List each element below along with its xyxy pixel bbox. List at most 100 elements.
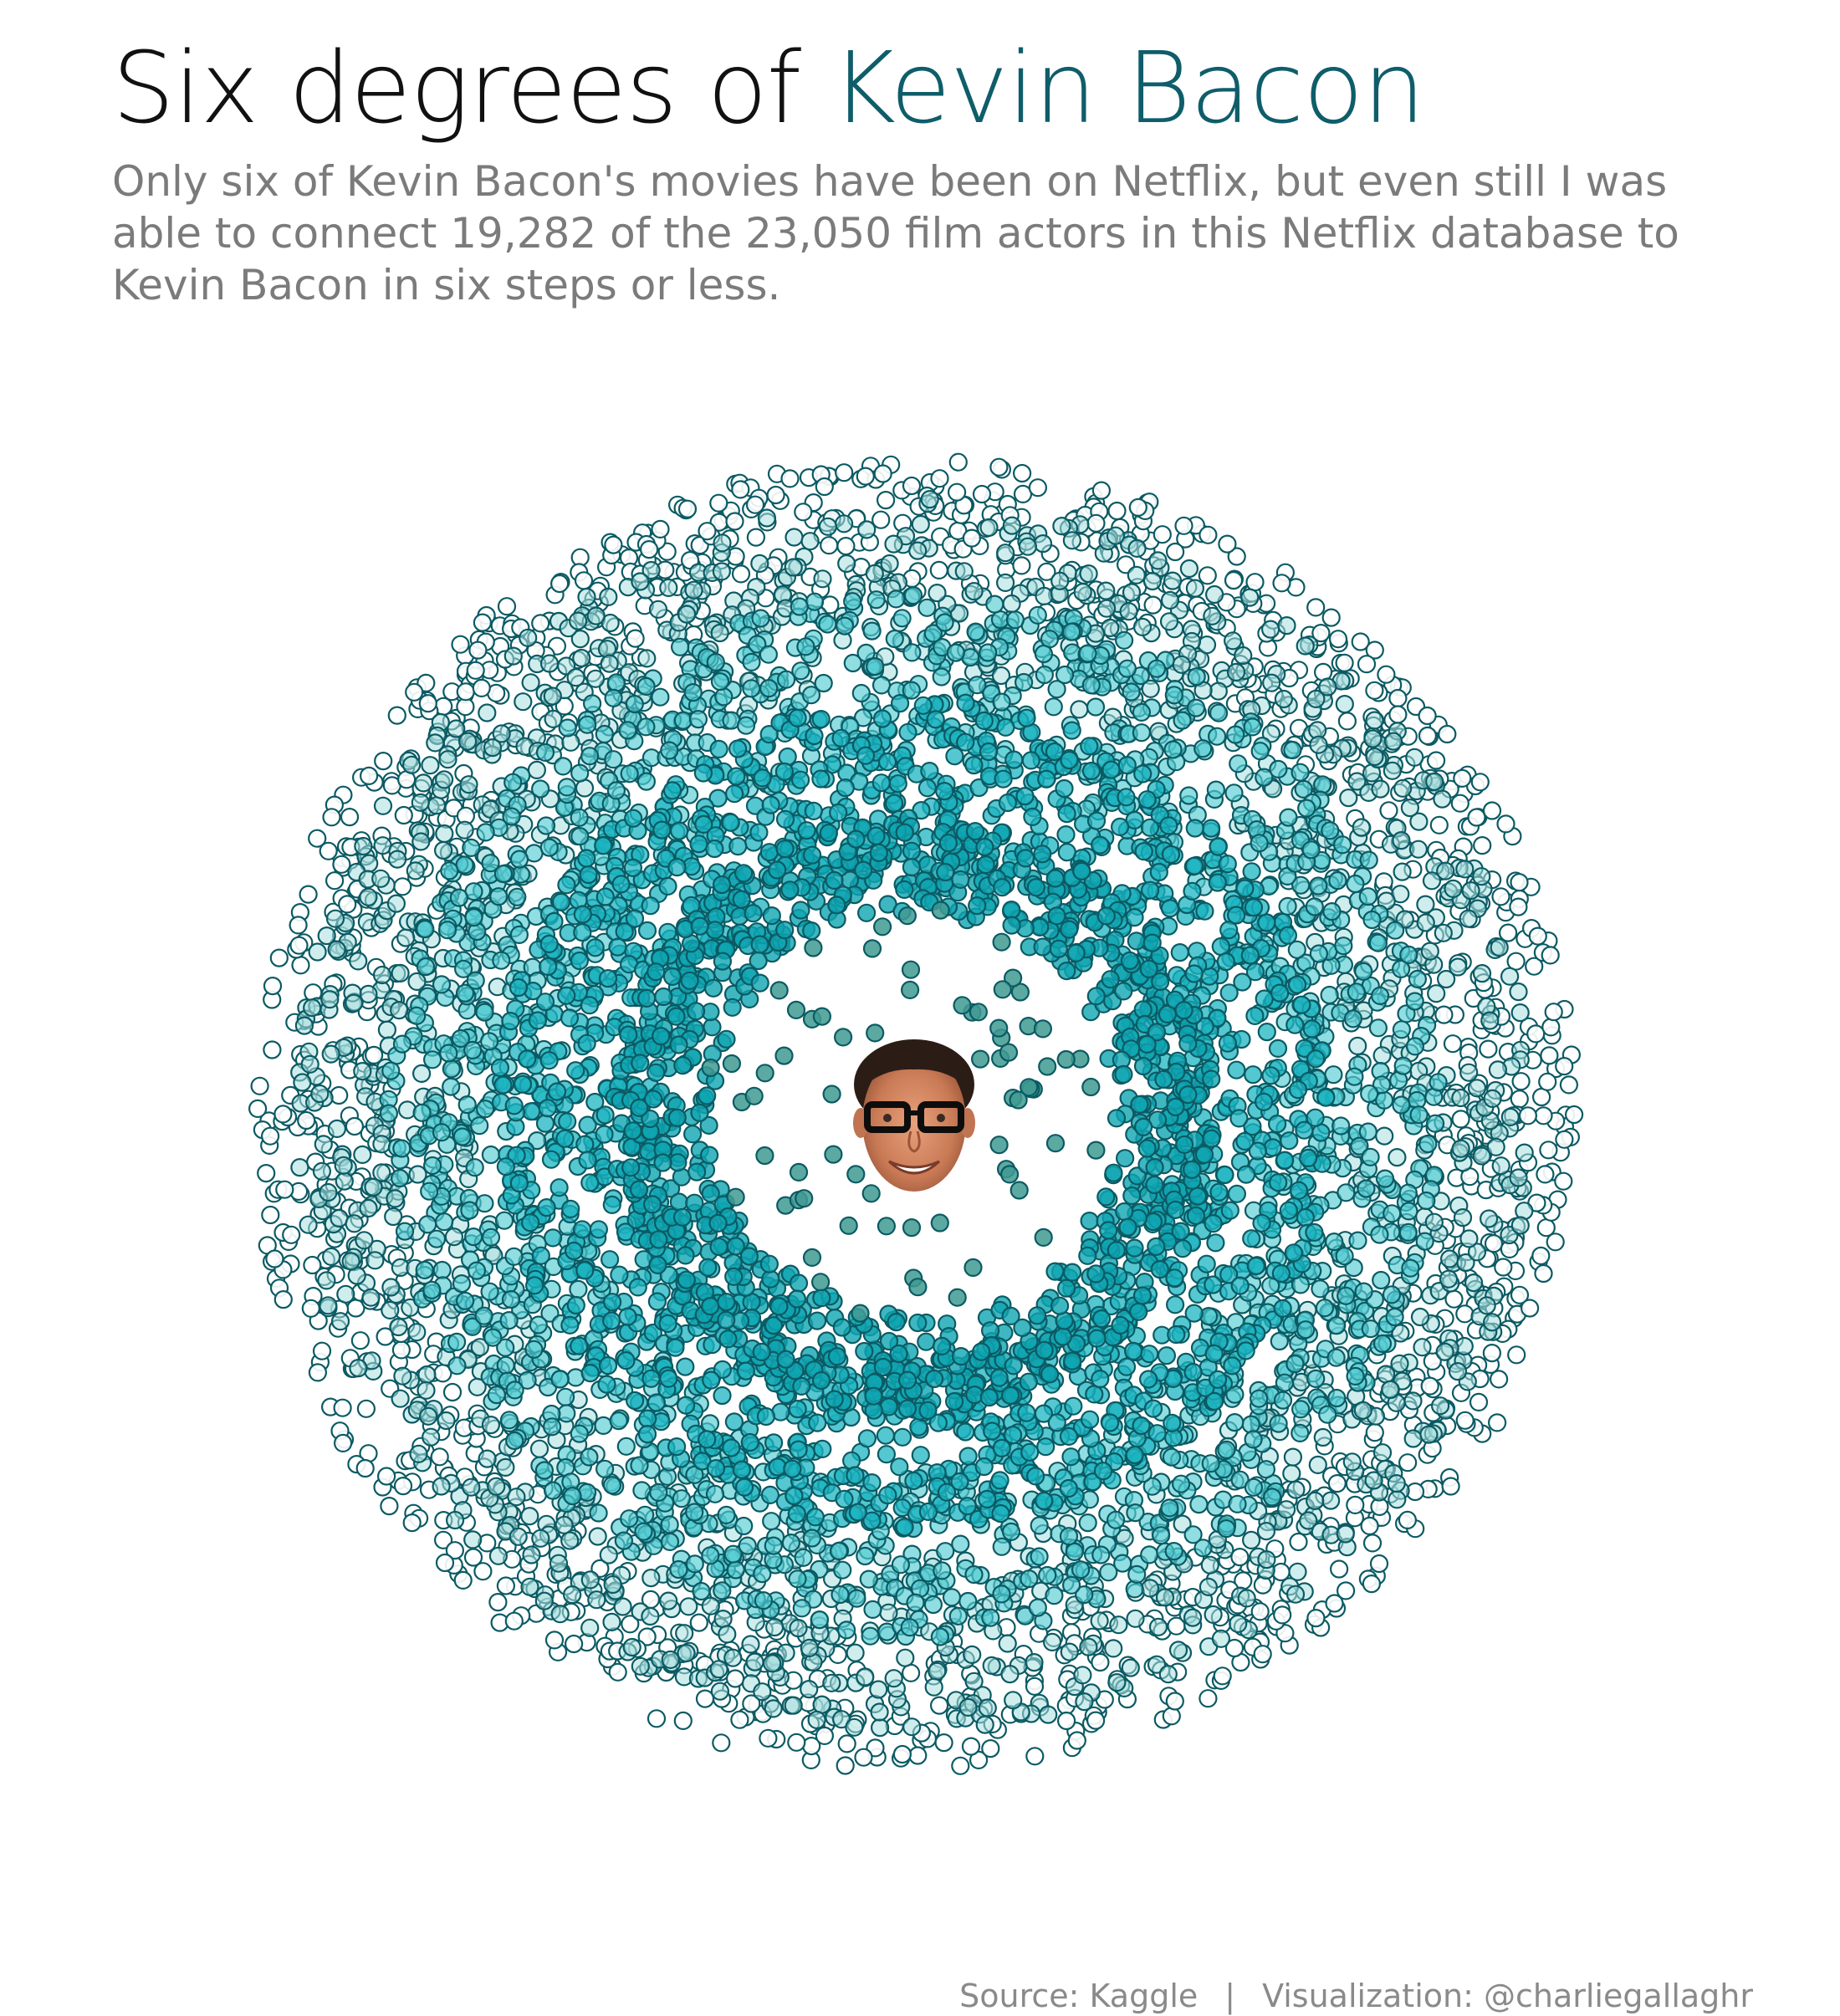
actor-dot-degree-5 — [1140, 1579, 1160, 1598]
actor-dot-degree-5 — [1282, 1464, 1301, 1483]
actor-dot-degree-4 — [489, 887, 509, 906]
actor-dot-degree-4 — [1370, 986, 1390, 1006]
actor-dot-degree-4 — [1030, 1516, 1049, 1535]
actor-dot-degree-5 — [641, 1606, 660, 1626]
actor-dot-degree-5 — [661, 1650, 680, 1670]
actor-dot-degree-3 — [1081, 761, 1101, 781]
actor-dot-degree-5 — [341, 1252, 360, 1271]
actor-dot-degree-6 — [902, 476, 922, 496]
actor-dot-degree-4 — [1061, 1575, 1081, 1595]
actor-dot-degree-4 — [558, 718, 577, 737]
actor-dot-degree-4 — [487, 1385, 506, 1405]
actor-dot-degree-5 — [908, 541, 928, 560]
actor-dot-degree-4 — [964, 1564, 984, 1585]
actor-dot-degree-5 — [709, 1660, 728, 1679]
actor-dot-degree-4 — [501, 1289, 521, 1309]
actor-dot-degree-4 — [1122, 682, 1141, 702]
actor-dot-degree-6 — [1388, 688, 1408, 708]
actor-dot-degree-5 — [1509, 1168, 1528, 1187]
actor-dot-degree-4 — [464, 908, 483, 927]
actor-dot-degree-5 — [438, 750, 457, 769]
actor-dot-degree-5 — [1313, 1427, 1332, 1447]
actor-dot-degree-5 — [1132, 617, 1153, 636]
actor-dot-degree-5 — [1306, 689, 1326, 708]
actor-dot-degree-6 — [1165, 1692, 1184, 1711]
actor-dot-degree-4 — [1106, 1510, 1126, 1529]
actor-dot-degree-4 — [1401, 1258, 1420, 1278]
actor-dot-degree-5 — [1365, 747, 1384, 767]
actor-dot-degree-5 — [1416, 895, 1435, 914]
actor-dot-degree-6 — [1564, 1105, 1584, 1125]
actor-dot-degree-4 — [796, 637, 815, 656]
actor-dot-degree-4 — [505, 1381, 524, 1400]
actor-dot-degree-5 — [1348, 1036, 1367, 1056]
actor-dot-degree-4 — [509, 850, 529, 869]
actor-dot-degree-6 — [463, 1548, 483, 1567]
actor-dot-degree-5 — [478, 1449, 497, 1468]
actor-dot-degree-6 — [308, 1363, 327, 1382]
actor-dot-degree-5 — [684, 580, 703, 600]
actor-dot-degree-5 — [998, 1634, 1017, 1653]
actor-dot-degree-5 — [353, 1145, 372, 1165]
actor-dot-degree-4 — [1324, 1065, 1343, 1085]
actor-dot-degree-5 — [1430, 1396, 1450, 1416]
actor-dot-degree-4 — [1311, 1279, 1330, 1299]
actor-dot-degree-4 — [1382, 1285, 1402, 1304]
actor-dot-degree-4 — [1358, 1122, 1377, 1141]
actor-dot-degree-4 — [1398, 1222, 1418, 1242]
actor-dot-degree-3 — [490, 1058, 510, 1078]
actor-dot-degree-6 — [442, 1382, 463, 1402]
actor-dot-degree-5 — [1420, 942, 1439, 961]
actor-dot-degree-5 — [372, 965, 392, 985]
actor-dot-degree-4 — [1361, 1319, 1380, 1339]
actor-dot-degree-4 — [685, 1503, 704, 1522]
actor-dot-degree-4 — [1297, 799, 1316, 818]
actor-dot-degree-6 — [856, 467, 875, 486]
actor-dot-degree-4 — [948, 1606, 968, 1626]
actor-dot-degree-5 — [1403, 1391, 1423, 1411]
actor-dot-degree-5 — [1079, 1637, 1098, 1656]
actor-dot-degree-5 — [880, 554, 899, 574]
actor-dot-degree-5 — [631, 572, 650, 591]
actor-dot-degree-4 — [1392, 1020, 1412, 1039]
actor-dot-degree-4 — [1163, 740, 1183, 759]
actor-dot-degree-6 — [544, 1631, 565, 1650]
actor-dot-degree-4 — [792, 1599, 811, 1618]
actor-dot-degree-4 — [1183, 1525, 1203, 1544]
actor-dot-degree-6 — [250, 1076, 269, 1095]
actor-dot-degree-4 — [554, 757, 573, 776]
actor-dot-degree-5 — [1033, 534, 1053, 554]
actor-dot-degree-4 — [1226, 725, 1245, 744]
actor-dot-degree-6 — [1365, 1423, 1384, 1442]
actor-dot-degree-3 — [996, 717, 1015, 737]
actor-dot-degree-5 — [750, 554, 769, 573]
actor-dot-degree-4 — [1250, 742, 1270, 761]
actor-dot-degree-4 — [606, 673, 626, 692]
actor-dot-degree-5 — [1410, 1307, 1430, 1327]
actor-dot-degree-4 — [1283, 740, 1302, 760]
actor-dot-degree-5 — [355, 1231, 374, 1250]
actor-dot-degree-5 — [447, 719, 466, 738]
actor-dot-degree-4 — [524, 1340, 544, 1359]
actor-dot-degree-6 — [759, 1728, 778, 1748]
actor-dot-degree-4 — [892, 609, 912, 628]
actor-dot-degree-4 — [1385, 1307, 1404, 1327]
actor-dot-degree-6 — [651, 519, 670, 539]
actor-dot-degree-4 — [1291, 763, 1310, 782]
actor-dot-degree-5 — [550, 1605, 570, 1624]
actor-dot-degree-5 — [1296, 636, 1315, 656]
actor-dot-degree-5 — [503, 646, 523, 666]
actor-dot-degree-5 — [520, 1507, 539, 1526]
actor-dot-degree-4 — [1147, 659, 1167, 678]
actor-dot-degree-4 — [1309, 876, 1328, 896]
actor-dot-degree-5 — [1336, 1524, 1355, 1544]
actor-dot-degree-6 — [930, 469, 949, 488]
actor-dot-degree-3 — [1255, 989, 1274, 1008]
actor-dot-degree-6 — [1086, 1711, 1106, 1730]
actor-dot-degree-6 — [1128, 498, 1147, 517]
actor-dot-degree-4 — [1065, 1542, 1084, 1562]
actor-dot-degree-4 — [903, 586, 923, 605]
actor-dot-degree-6 — [1541, 1018, 1561, 1037]
actor-dot-degree-5 — [713, 1609, 733, 1629]
actor-dot-degree-6 — [1536, 1165, 1555, 1184]
